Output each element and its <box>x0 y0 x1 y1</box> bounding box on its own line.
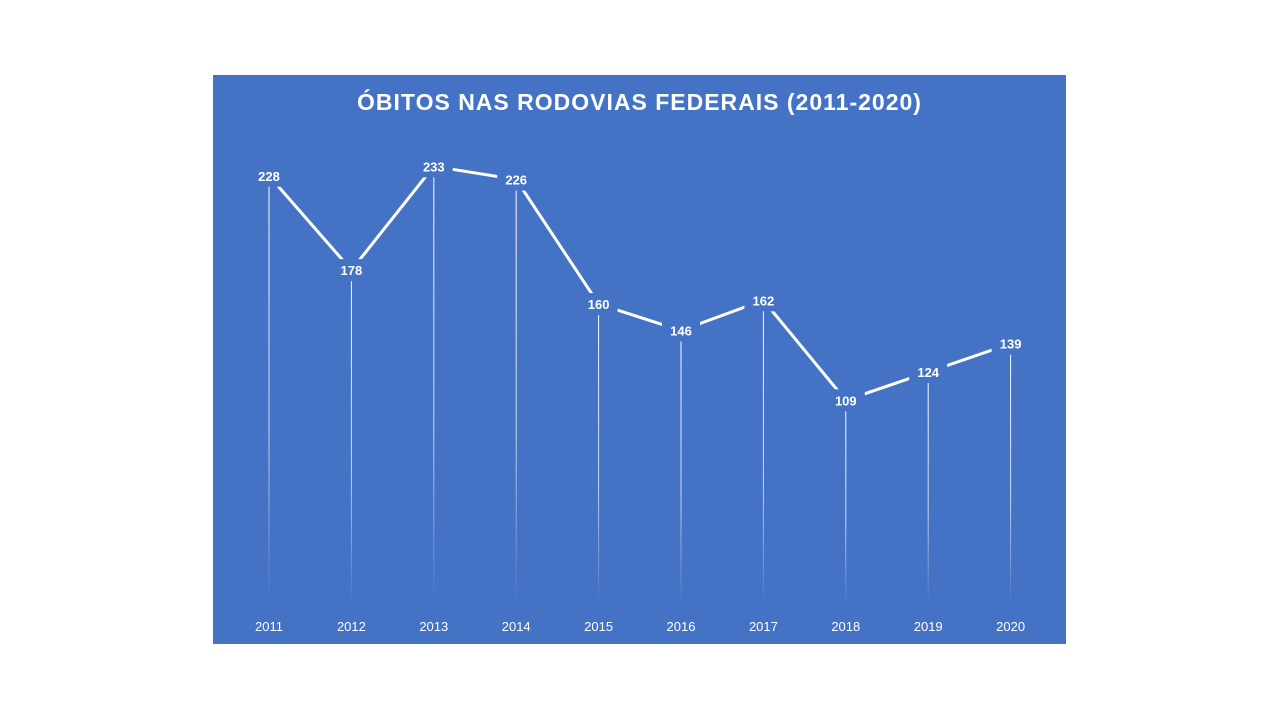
data-label: 228 <box>258 169 280 184</box>
data-label-background <box>662 319 700 342</box>
x-tick-label: 2014 <box>502 619 531 634</box>
data-label-background <box>497 168 536 191</box>
chart-title: ÓBITOS NAS RODOVIAS FEDERAIS (2011-2020) <box>357 89 922 115</box>
data-label: 226 <box>505 173 527 188</box>
drop-line <box>598 304 600 606</box>
x-tick-label: 2011 <box>255 619 283 634</box>
data-label-background <box>826 389 865 412</box>
data-label: 178 <box>341 263 363 278</box>
x-tick-label: 2018 <box>831 619 860 634</box>
x-tick-label: 2012 <box>337 619 366 634</box>
drop-line <box>845 400 847 606</box>
chart-area: ÓBITOS NAS RODOVIAS FEDERAIS (2011-2020)… <box>213 75 1066 644</box>
data-label-background <box>744 289 783 312</box>
data-label-background <box>909 361 948 384</box>
data-label: 139 <box>1000 337 1022 352</box>
data-label-background <box>250 164 288 187</box>
drop-line <box>433 166 435 606</box>
data-label-background <box>991 332 1030 355</box>
drop-line <box>762 300 764 606</box>
x-tick-label: 2017 <box>749 619 778 634</box>
drop-line <box>268 175 270 606</box>
data-label: 160 <box>588 297 610 312</box>
data-label-background <box>579 293 618 316</box>
data-label: 109 <box>835 393 857 408</box>
data-label: 162 <box>753 293 775 308</box>
x-tick-label: 2013 <box>419 619 448 634</box>
data-label: 233 <box>423 159 445 174</box>
x-tick-label: 2015 <box>584 619 613 634</box>
drop-line <box>1010 343 1012 606</box>
x-tick-label: 2019 <box>914 619 943 634</box>
series-line <box>267 164 1012 402</box>
drop-line <box>927 372 929 606</box>
data-label: 146 <box>670 323 692 338</box>
data-label: 124 <box>917 365 939 380</box>
x-tick-label: 2020 <box>996 619 1025 634</box>
data-label-background <box>414 155 453 178</box>
plot-area: 228 178 233 226 160 146 162 109 124 139 2011 2012 20… <box>250 155 1030 634</box>
drop-line <box>515 179 517 606</box>
data-label-background <box>332 259 371 282</box>
x-tick-label: 2016 <box>667 619 696 634</box>
drop-line <box>680 330 682 606</box>
drop-line <box>350 270 352 606</box>
